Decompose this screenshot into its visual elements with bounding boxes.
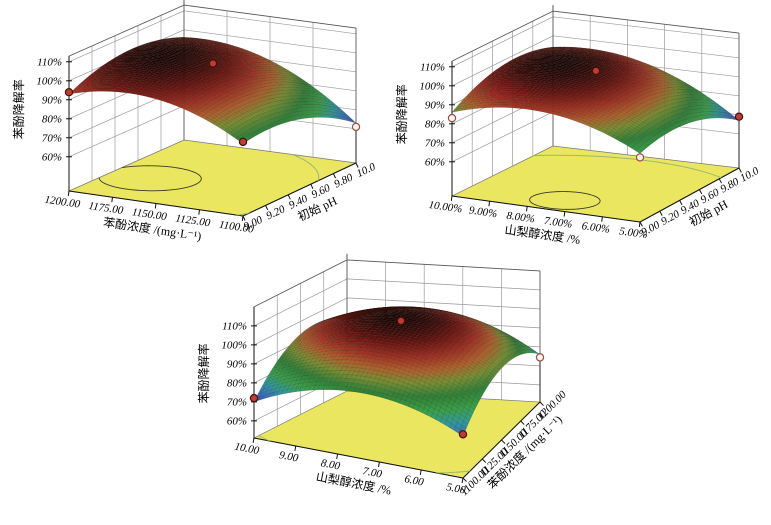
surface-plot-sorbitol-vs-phenol <box>190 260 710 522</box>
surface-plot-sorbitol-vs-ph <box>436 6 766 258</box>
surface-plot-phenol-vs-ph <box>6 6 434 258</box>
